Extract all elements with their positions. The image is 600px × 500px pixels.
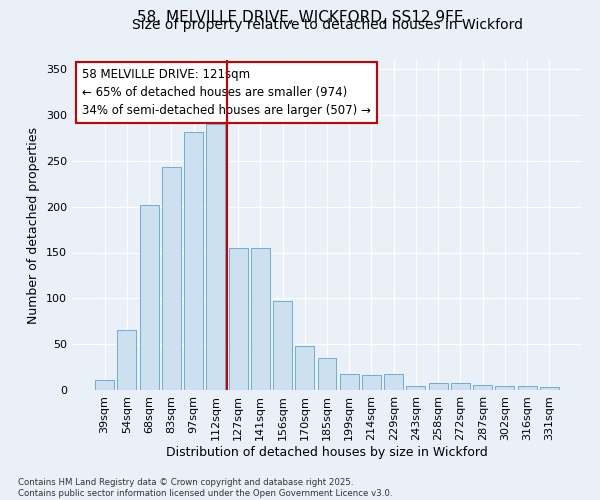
Bar [518, 386, 536, 390]
Bar [317, 358, 337, 390]
Bar [206, 124, 225, 390]
Bar [451, 382, 470, 390]
Bar [496, 386, 514, 390]
Bar [273, 301, 292, 390]
Bar [340, 374, 359, 390]
Bar [429, 382, 448, 390]
Bar [184, 132, 203, 390]
Bar [384, 374, 403, 390]
Text: 58 MELVILLE DRIVE: 121sqm
← 65% of detached houses are smaller (974)
34% of semi: 58 MELVILLE DRIVE: 121sqm ← 65% of detac… [82, 68, 371, 117]
Bar [162, 167, 181, 390]
X-axis label: Distribution of detached houses by size in Wickford: Distribution of detached houses by size … [166, 446, 488, 458]
Bar [118, 330, 136, 390]
Bar [295, 346, 314, 390]
Title: Size of property relative to detached houses in Wickford: Size of property relative to detached ho… [131, 18, 523, 32]
Bar [95, 380, 114, 390]
Bar [473, 384, 492, 390]
Bar [140, 205, 158, 390]
Y-axis label: Number of detached properties: Number of detached properties [28, 126, 40, 324]
Bar [251, 248, 270, 390]
Text: Contains HM Land Registry data © Crown copyright and database right 2025.
Contai: Contains HM Land Registry data © Crown c… [18, 478, 392, 498]
Bar [362, 376, 381, 390]
Bar [406, 386, 425, 390]
Bar [540, 387, 559, 390]
Text: 58, MELVILLE DRIVE, WICKFORD, SS12 9FE: 58, MELVILLE DRIVE, WICKFORD, SS12 9FE [137, 10, 463, 25]
Bar [229, 248, 248, 390]
